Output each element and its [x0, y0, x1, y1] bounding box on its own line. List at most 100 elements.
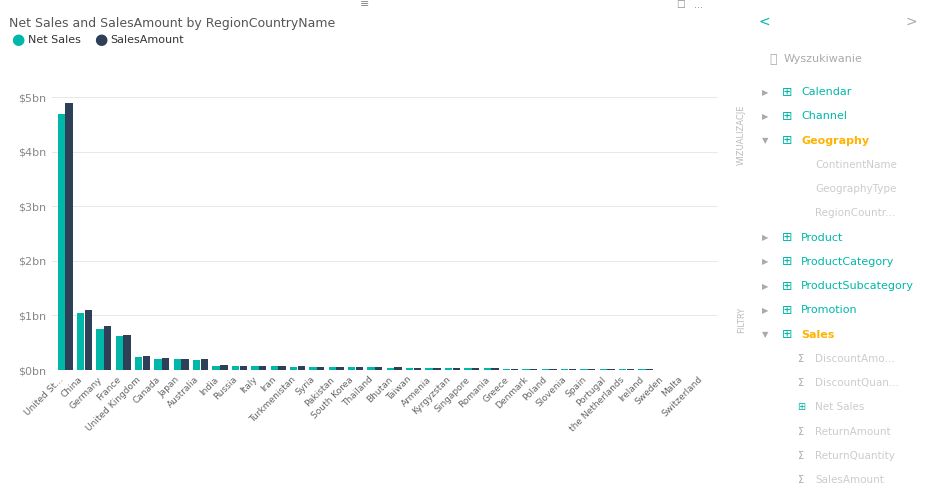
- Text: Σ: Σ: [798, 426, 804, 436]
- Text: ⊞: ⊞: [781, 134, 793, 147]
- Text: ▶: ▶: [763, 233, 768, 242]
- Text: ✓: ✓: [772, 402, 779, 412]
- Bar: [232, 366, 239, 370]
- Bar: [588, 369, 596, 370]
- Text: Product: Product: [801, 232, 843, 242]
- Text: ⊞: ⊞: [781, 280, 793, 292]
- Bar: [426, 368, 432, 370]
- Text: ⊞: ⊞: [781, 256, 793, 268]
- Bar: [317, 366, 325, 370]
- Bar: [503, 368, 510, 370]
- Bar: [550, 369, 556, 370]
- Bar: [472, 368, 479, 370]
- Bar: [368, 368, 374, 370]
- Text: ▶: ▶: [763, 258, 768, 266]
- Bar: [348, 368, 356, 370]
- Bar: [599, 369, 607, 370]
- Text: Channel: Channel: [801, 112, 847, 122]
- Bar: [220, 365, 228, 370]
- Bar: [356, 367, 363, 370]
- Text: ⊞: ⊞: [781, 304, 793, 317]
- Text: ●: ●: [11, 32, 24, 48]
- Bar: [279, 366, 286, 370]
- Bar: [115, 336, 123, 370]
- Text: ContinentName: ContinentName: [815, 160, 897, 170]
- Text: ...: ...: [694, 0, 704, 10]
- Text: Geography: Geography: [801, 136, 870, 145]
- Text: Σ: Σ: [798, 354, 804, 364]
- Bar: [568, 369, 576, 370]
- Text: ⌕: ⌕: [769, 53, 777, 66]
- Bar: [77, 312, 84, 370]
- Bar: [124, 334, 130, 370]
- Bar: [337, 367, 343, 370]
- Text: Net Sales: Net Sales: [815, 402, 865, 412]
- Text: Net Sales and SalesAmount by RegionCountryName: Net Sales and SalesAmount by RegionCount…: [9, 18, 336, 30]
- Text: Net Sales: Net Sales: [28, 35, 81, 45]
- Bar: [135, 358, 143, 370]
- Text: SalesAmount: SalesAmount: [111, 35, 184, 45]
- Bar: [541, 369, 549, 370]
- Bar: [406, 368, 414, 370]
- Bar: [310, 367, 317, 370]
- Text: ≡: ≡: [360, 0, 370, 10]
- Text: ▶: ▶: [763, 282, 768, 290]
- Text: Promotion: Promotion: [801, 306, 857, 316]
- Bar: [510, 368, 518, 370]
- Bar: [239, 366, 247, 370]
- Bar: [193, 360, 201, 370]
- Text: ⊞: ⊞: [781, 231, 793, 244]
- Bar: [181, 358, 189, 370]
- Text: ▶: ▶: [763, 112, 768, 121]
- Bar: [522, 369, 530, 370]
- Bar: [290, 366, 297, 370]
- Text: Σ: Σ: [798, 451, 804, 461]
- Text: >: >: [906, 14, 917, 28]
- Text: GeographyType: GeographyType: [815, 184, 897, 194]
- Text: ⊞: ⊞: [797, 402, 805, 412]
- Text: Σ: Σ: [798, 378, 804, 388]
- Text: DiscountQuan...: DiscountQuan...: [815, 378, 900, 388]
- Bar: [386, 368, 394, 370]
- Bar: [464, 368, 472, 370]
- Text: FILTRY: FILTRY: [737, 307, 746, 333]
- Text: WIZUALIZACJE: WIZUALIZACJE: [737, 105, 746, 165]
- Text: ProductCategory: ProductCategory: [801, 257, 895, 267]
- Bar: [57, 114, 65, 370]
- Text: Wyszukiwanie: Wyszukiwanie: [783, 54, 862, 64]
- Bar: [492, 368, 499, 370]
- Bar: [259, 366, 266, 370]
- Bar: [608, 369, 614, 370]
- Bar: [561, 369, 568, 370]
- Bar: [530, 368, 537, 370]
- Bar: [414, 368, 421, 370]
- Text: Calendar: Calendar: [801, 87, 852, 97]
- Text: ⊞: ⊞: [781, 86, 793, 98]
- Text: ⊞: ⊞: [781, 328, 793, 341]
- Text: Σ: Σ: [798, 475, 804, 485]
- Bar: [445, 368, 452, 370]
- Text: ●: ●: [94, 32, 107, 48]
- Bar: [452, 368, 460, 370]
- Bar: [251, 366, 259, 370]
- Text: ▶: ▶: [763, 88, 768, 96]
- Text: ReturnQuantity: ReturnQuantity: [815, 451, 895, 461]
- Text: POLA: POLA: [812, 14, 857, 29]
- Text: ▼: ▼: [763, 136, 768, 145]
- Text: ProductSubcategory: ProductSubcategory: [801, 281, 914, 291]
- Text: RegionCountr...: RegionCountr...: [815, 208, 896, 218]
- Bar: [66, 102, 72, 370]
- Text: DiscountAmo...: DiscountAmo...: [815, 354, 895, 364]
- Text: SalesAmount: SalesAmount: [815, 475, 884, 485]
- Bar: [155, 358, 161, 370]
- Bar: [270, 366, 278, 370]
- Bar: [162, 358, 170, 370]
- Text: <: <: [759, 14, 770, 28]
- Bar: [104, 326, 112, 370]
- Text: ReturnAmount: ReturnAmount: [815, 426, 891, 436]
- Text: ☐: ☐: [675, 0, 685, 10]
- Bar: [483, 368, 491, 370]
- Text: ⊞: ⊞: [781, 110, 793, 123]
- Bar: [97, 329, 104, 370]
- Bar: [395, 368, 401, 370]
